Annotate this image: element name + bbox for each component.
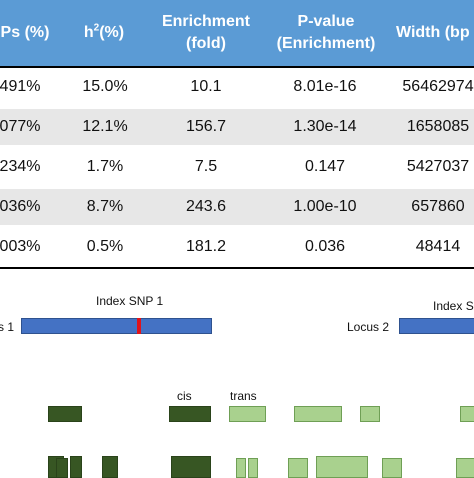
cell-enrichment: 243.6 bbox=[185, 198, 227, 215]
cell-h2: 1.7% bbox=[86, 158, 124, 175]
table-row: 036% 8.7% 243.6 1.00e-10 657860 bbox=[0, 189, 474, 225]
cis-label: cis bbox=[177, 389, 192, 403]
cell-snps: 003% bbox=[0, 238, 41, 255]
header-pvalue-line2: (Enrichment) bbox=[276, 35, 376, 52]
header-snps: Ps (%) bbox=[0, 0, 56, 66]
cis-element bbox=[169, 406, 211, 422]
locus-1-bar bbox=[21, 318, 212, 334]
index-snp-2-label: Index S bbox=[433, 299, 474, 313]
trans-element bbox=[229, 406, 266, 422]
cell-width: 657860 bbox=[411, 198, 465, 215]
cell-width: 1658085 bbox=[406, 118, 470, 135]
header-width: Width (bp bbox=[396, 0, 474, 66]
trans-element bbox=[294, 406, 342, 422]
header-rule bbox=[0, 66, 474, 68]
cell-snps: 077% bbox=[0, 118, 41, 135]
cell-h2: 0.5% bbox=[86, 238, 124, 255]
header-snps-label: Ps (%) bbox=[0, 24, 50, 41]
cell-h2: 15.0% bbox=[82, 78, 128, 95]
cell-pvalue: 1.00e-10 bbox=[293, 198, 357, 215]
trans-element bbox=[316, 456, 368, 478]
cis-element bbox=[56, 458, 68, 478]
cell-pvalue: 1.30e-14 bbox=[293, 118, 357, 135]
index-snp-1-marker bbox=[137, 318, 141, 334]
trans-element bbox=[382, 458, 402, 478]
trans-element bbox=[460, 406, 474, 422]
cell-h2: 12.1% bbox=[82, 118, 128, 135]
cell-pvalue: 0.036 bbox=[304, 238, 346, 255]
header-width-label: Width (bp bbox=[396, 24, 470, 41]
header-h2-base: h bbox=[83, 24, 94, 41]
cell-width: 48414 bbox=[415, 238, 461, 255]
trans-element bbox=[456, 458, 474, 478]
cell-enrichment: 7.5 bbox=[194, 158, 218, 175]
cell-enrichment: 156.7 bbox=[185, 118, 227, 135]
cell-width: 5427037 bbox=[406, 158, 470, 175]
trans-element bbox=[288, 458, 308, 478]
table-header: Ps (%) h2(%) Enrichment (fold) P-value (… bbox=[0, 0, 474, 66]
header-h2-sup: 2 bbox=[93, 22, 100, 34]
cis-element bbox=[171, 456, 211, 478]
trans-element bbox=[360, 406, 380, 422]
cell-snps: 491% bbox=[0, 78, 41, 95]
table-row: 234% 1.7% 7.5 0.147 5427037 bbox=[0, 149, 474, 185]
cell-width: 56462974 bbox=[402, 78, 474, 95]
header-enrichment-line2: (fold) bbox=[186, 35, 226, 52]
table-row: 491% 15.0% 10.1 8.01e-16 56462974 bbox=[0, 69, 474, 105]
cell-snps: 036% bbox=[0, 198, 41, 215]
header-h2: h2(%) bbox=[68, 0, 140, 66]
cell-enrichment: 10.1 bbox=[190, 78, 222, 95]
header-h2-unit: (%) bbox=[99, 24, 125, 41]
header-h2-label: h2(%) bbox=[84, 22, 124, 44]
trans-label: trans bbox=[230, 389, 257, 403]
locus-2-label: Locus 2 bbox=[347, 320, 390, 334]
header-enrichment-line1: Enrichment bbox=[161, 13, 250, 30]
bottom-rule bbox=[0, 267, 474, 269]
cell-snps: 234% bbox=[0, 158, 41, 175]
cis-element bbox=[48, 406, 82, 422]
index-snp-1-label: Index SNP 1 bbox=[96, 294, 164, 308]
trans-element bbox=[248, 458, 258, 478]
locus-diagram: Index SNP 1 s 1 Index S Locus 2 cis tran… bbox=[0, 280, 474, 478]
table-row: 077% 12.1% 156.7 1.30e-14 1658085 bbox=[0, 109, 474, 145]
cis-element bbox=[102, 456, 118, 478]
cell-h2: 8.7% bbox=[86, 198, 124, 215]
trans-element bbox=[236, 458, 246, 478]
locus-2-bar bbox=[399, 318, 474, 334]
cell-pvalue: 8.01e-16 bbox=[293, 78, 357, 95]
header-pvalue-line1: P-value bbox=[297, 13, 355, 30]
cis-element bbox=[70, 456, 82, 478]
header-enrichment: Enrichment (fold) bbox=[150, 0, 262, 66]
header-pvalue: P-value (Enrichment) bbox=[266, 0, 386, 66]
cell-enrichment: 181.2 bbox=[185, 238, 227, 255]
cell-pvalue: 0.147 bbox=[304, 158, 346, 175]
table-row: 003% 0.5% 181.2 0.036 48414 bbox=[0, 229, 474, 265]
locus-1-label: s 1 bbox=[0, 320, 15, 334]
